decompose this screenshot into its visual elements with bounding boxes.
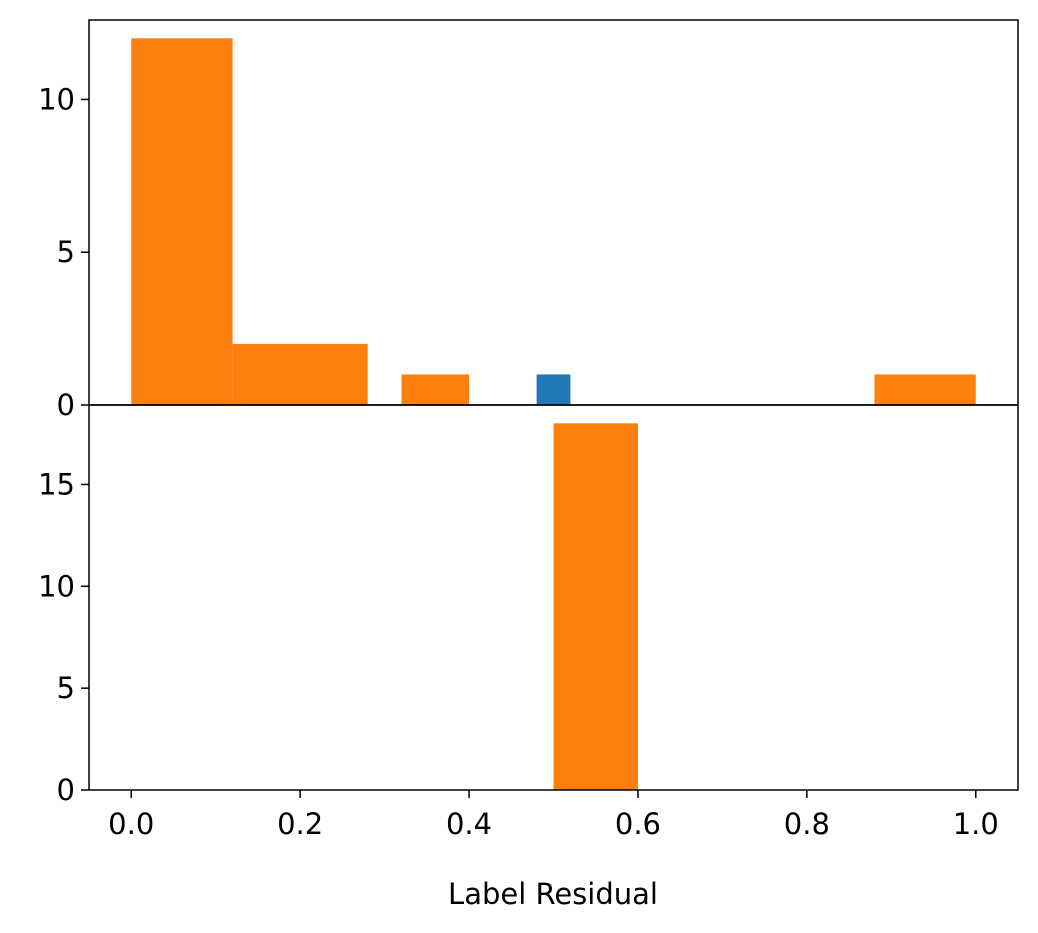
bottom-bar-0 <box>553 423 638 790</box>
x-tick-label: 0.8 <box>784 807 830 841</box>
x-tick-label: 0.0 <box>108 807 154 841</box>
x-axis-title: Label Residual <box>448 877 658 911</box>
x-tick-label: 0.2 <box>277 807 323 841</box>
bottom-y-tick-label: 15 <box>38 467 75 501</box>
top-panel-bars <box>131 38 976 405</box>
x-axis: 0.0 0.2 0.4 0.6 0.8 1.0 <box>108 790 999 841</box>
x-tick-label: 1.0 <box>953 807 999 841</box>
top-panel-y-axis: 0 5 10 <box>38 82 89 422</box>
bottom-panel-y-axis: 0 5 10 15 <box>38 467 89 807</box>
top-bar-4 <box>874 374 976 405</box>
top-bar-3 <box>536 374 571 405</box>
x-tick-label: 0.4 <box>446 807 492 841</box>
top-y-tick-label: 5 <box>57 235 75 269</box>
x-tick-label: 0.6 <box>615 807 661 841</box>
top-bar-1 <box>232 343 368 405</box>
bottom-panel-bars <box>553 423 638 790</box>
bottom-y-tick-label: 0 <box>57 773 75 807</box>
top-y-tick-label: 10 <box>38 82 75 116</box>
top-y-tick-label: 0 <box>57 388 75 422</box>
bottom-y-tick-label: 5 <box>57 671 75 705</box>
bottom-y-tick-label: 10 <box>38 569 75 603</box>
bottom-panel-frame <box>88 404 1019 791</box>
top-bar-2 <box>401 374 470 405</box>
top-bar-0 <box>131 38 233 405</box>
